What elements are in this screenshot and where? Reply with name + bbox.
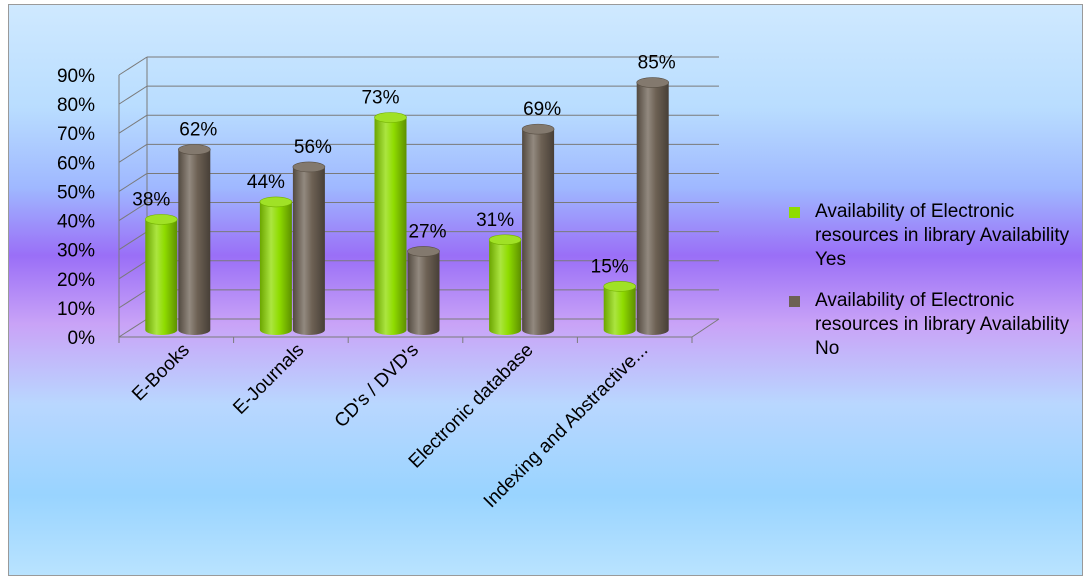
y-tick-label: 60% — [57, 153, 95, 174]
data-label: 38% — [132, 189, 170, 210]
y-tick-label: 70% — [57, 124, 95, 145]
floor-edge — [691, 318, 720, 338]
data-label: 69% — [523, 99, 561, 120]
gridline-side — [118, 56, 148, 76]
gridline-side — [118, 173, 148, 192]
data-label: 31% — [476, 210, 514, 231]
chart-plot: 0% 10% 20% 30% 40% 50% 60% 70% 80% 90% 38% 62% E-Boo… — [57, 53, 720, 512]
y-tick-label: 90% — [57, 66, 95, 87]
bar-top — [292, 161, 326, 173]
y-tick-label: 80% — [57, 95, 95, 116]
bar-no — [636, 82, 669, 335]
bar-top — [636, 77, 670, 88]
data-label: 44% — [247, 172, 285, 193]
y-tick-label: 50% — [57, 182, 95, 203]
bar-yes — [603, 286, 636, 335]
gridline-side — [118, 231, 148, 251]
legend: Availability of Electronic resources in … — [789, 200, 1089, 378]
legend-item-yes: Availability of Electronic resources in … — [789, 200, 1089, 272]
gridline-side — [118, 143, 148, 163]
bar-no — [178, 149, 211, 335]
bar-yes — [145, 219, 178, 335]
bar-top — [178, 144, 211, 155]
category-label: CD's / DVD's — [331, 340, 423, 432]
gridline-side — [118, 289, 148, 309]
bar-top — [407, 246, 440, 257]
legend-item-no: Availability of Electronic resources in … — [789, 289, 1089, 361]
y-tick-label: 0% — [68, 328, 96, 349]
bar-top — [259, 196, 293, 208]
bar-yes — [374, 117, 407, 335]
bar-top — [145, 214, 178, 225]
bar-top — [374, 112, 407, 123]
y-tick-label: 10% — [57, 299, 95, 320]
category-label: E-Books — [128, 340, 194, 406]
gridline-side — [118, 260, 148, 280]
data-label: 15% — [591, 256, 629, 277]
bar-no — [292, 166, 325, 335]
y-tick-label: 30% — [57, 241, 95, 262]
category-label: E-Journals — [229, 340, 308, 419]
legend-swatch-no — [789, 296, 800, 307]
bar-top — [603, 281, 637, 292]
bar-top — [488, 234, 522, 246]
bar-yes — [489, 239, 522, 335]
data-label: 27% — [408, 221, 446, 242]
data-label: 85% — [638, 53, 676, 74]
legend-swatch-yes — [789, 207, 800, 218]
bar-no — [522, 129, 555, 335]
gridline-side — [118, 202, 148, 221]
legend-label-yes: Availability of Electronic resources in … — [815, 201, 1070, 270]
gridline-side — [118, 318, 148, 338]
bar-top — [521, 123, 555, 135]
bar-yes — [259, 201, 292, 335]
gridline-side — [118, 114, 148, 134]
data-label: 56% — [294, 137, 332, 158]
bar-no — [407, 251, 440, 335]
data-label: 62% — [179, 120, 217, 141]
gridline-side — [118, 85, 148, 105]
y-tick-label: 40% — [57, 212, 95, 233]
chart-frame: 0% 10% 20% 30% 40% 50% 60% 70% 80% 90% 38% 62% E-Boo… — [8, 4, 1083, 576]
data-label: 73% — [361, 87, 399, 108]
y-tick-label: 20% — [57, 270, 95, 291]
legend-label-no: Availability of Electronic resources in … — [815, 290, 1070, 359]
category-label: Electronic database — [405, 340, 538, 473]
